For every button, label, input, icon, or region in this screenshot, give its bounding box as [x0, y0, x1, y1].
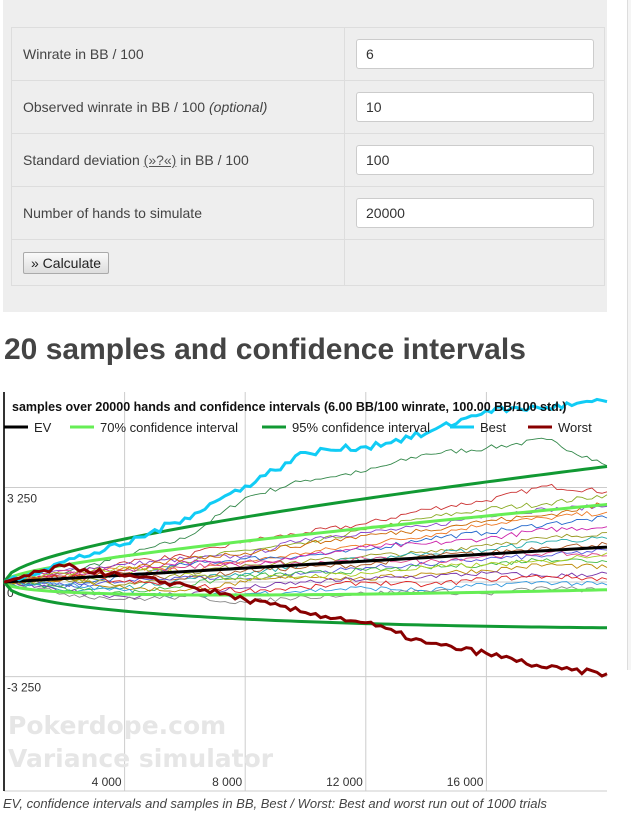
- ci95-lower-line: [2, 581, 608, 630]
- x-tick-label: 8 000: [212, 775, 242, 789]
- sample-line: [3, 532, 608, 587]
- form-row-observed-winrate: Observed winrate in BB / 100 (optional): [11, 80, 605, 134]
- watermark-text: Pokerdope.com: [8, 711, 226, 740]
- form-row-hands: Number of hands to simulate: [11, 186, 605, 240]
- ci70-lower-line: [3, 580, 608, 597]
- observed-winrate-input[interactable]: [356, 92, 594, 122]
- calculator-form: Winrate in BB / 100 Observed winrate in …: [11, 27, 605, 286]
- sample-line: [3, 580, 608, 599]
- calculate-button[interactable]: » Calculate: [23, 251, 110, 274]
- sample-line: [3, 437, 608, 585]
- watermark-text: Variance simulator: [8, 744, 274, 773]
- sample-line: [3, 526, 608, 583]
- form-row-std: Standard deviation (»?«) in BB / 100: [11, 133, 605, 187]
- sample-line: [3, 574, 608, 594]
- sample-line: [3, 510, 608, 585]
- std-label-suffix: in BB / 100: [180, 152, 249, 168]
- scrollbar[interactable]: [627, 0, 631, 670]
- winrate-input[interactable]: [356, 39, 594, 69]
- sample-line: [3, 571, 608, 599]
- winrate-label: Winrate in BB / 100: [11, 27, 345, 81]
- y-tick-label: 0: [7, 586, 14, 600]
- legend-item: Worst: [528, 420, 592, 435]
- x-tick-label: 16 000: [447, 775, 484, 789]
- y-tick-label: 3 250: [7, 491, 37, 505]
- x-tick-label: 12 000: [326, 775, 363, 789]
- sample-line: [3, 552, 608, 583]
- observed-winrate-label: Observed winrate in BB / 100: [23, 99, 206, 115]
- std-label: Standard deviation: [23, 152, 140, 168]
- legend-label: 95% confidence interval: [292, 420, 430, 435]
- x-tick-label: 4 000: [92, 775, 122, 789]
- legend-label: Worst: [558, 420, 592, 435]
- chart-title: samples over 20000 hands and confidence …: [12, 400, 566, 414]
- std-input[interactable]: [356, 145, 594, 175]
- hands-input[interactable]: [356, 198, 594, 228]
- form-row-actions: » Calculate: [11, 239, 605, 286]
- ci95-upper-line: [2, 464, 608, 583]
- legend-item: 95% confidence interval: [262, 420, 430, 435]
- legend-item: Best: [450, 420, 506, 435]
- legend-item: 70% confidence interval: [70, 420, 238, 435]
- chart-caption: EV, confidence intervals and samples in …: [3, 796, 547, 811]
- y-tick-label: -3 250: [7, 681, 41, 695]
- page-heading: 20 samples and confidence intervals: [4, 333, 526, 366]
- std-help-link[interactable]: (»?«): [143, 152, 177, 168]
- calculator-form-panel: Winrate in BB / 100 Observed winrate in …: [3, 0, 607, 312]
- sample-line: [3, 502, 608, 584]
- worst-line: [3, 562, 608, 678]
- ci70-upper-line: [3, 502, 608, 584]
- legend-label: Best: [480, 420, 506, 435]
- hands-label: Number of hands to simulate: [11, 186, 345, 240]
- variance-chart: 4 000 8 000 12 000 16 000 3 250 0 -3 250 Pokerd…: [2, 392, 608, 792]
- legend-label: EV: [34, 420, 52, 435]
- form-row-winrate: Winrate in BB / 100: [11, 27, 605, 81]
- legend-item: EV: [4, 420, 52, 435]
- best-line: [3, 397, 608, 584]
- optional-note: (optional): [209, 99, 268, 115]
- legend-label: 70% confidence interval: [100, 420, 238, 435]
